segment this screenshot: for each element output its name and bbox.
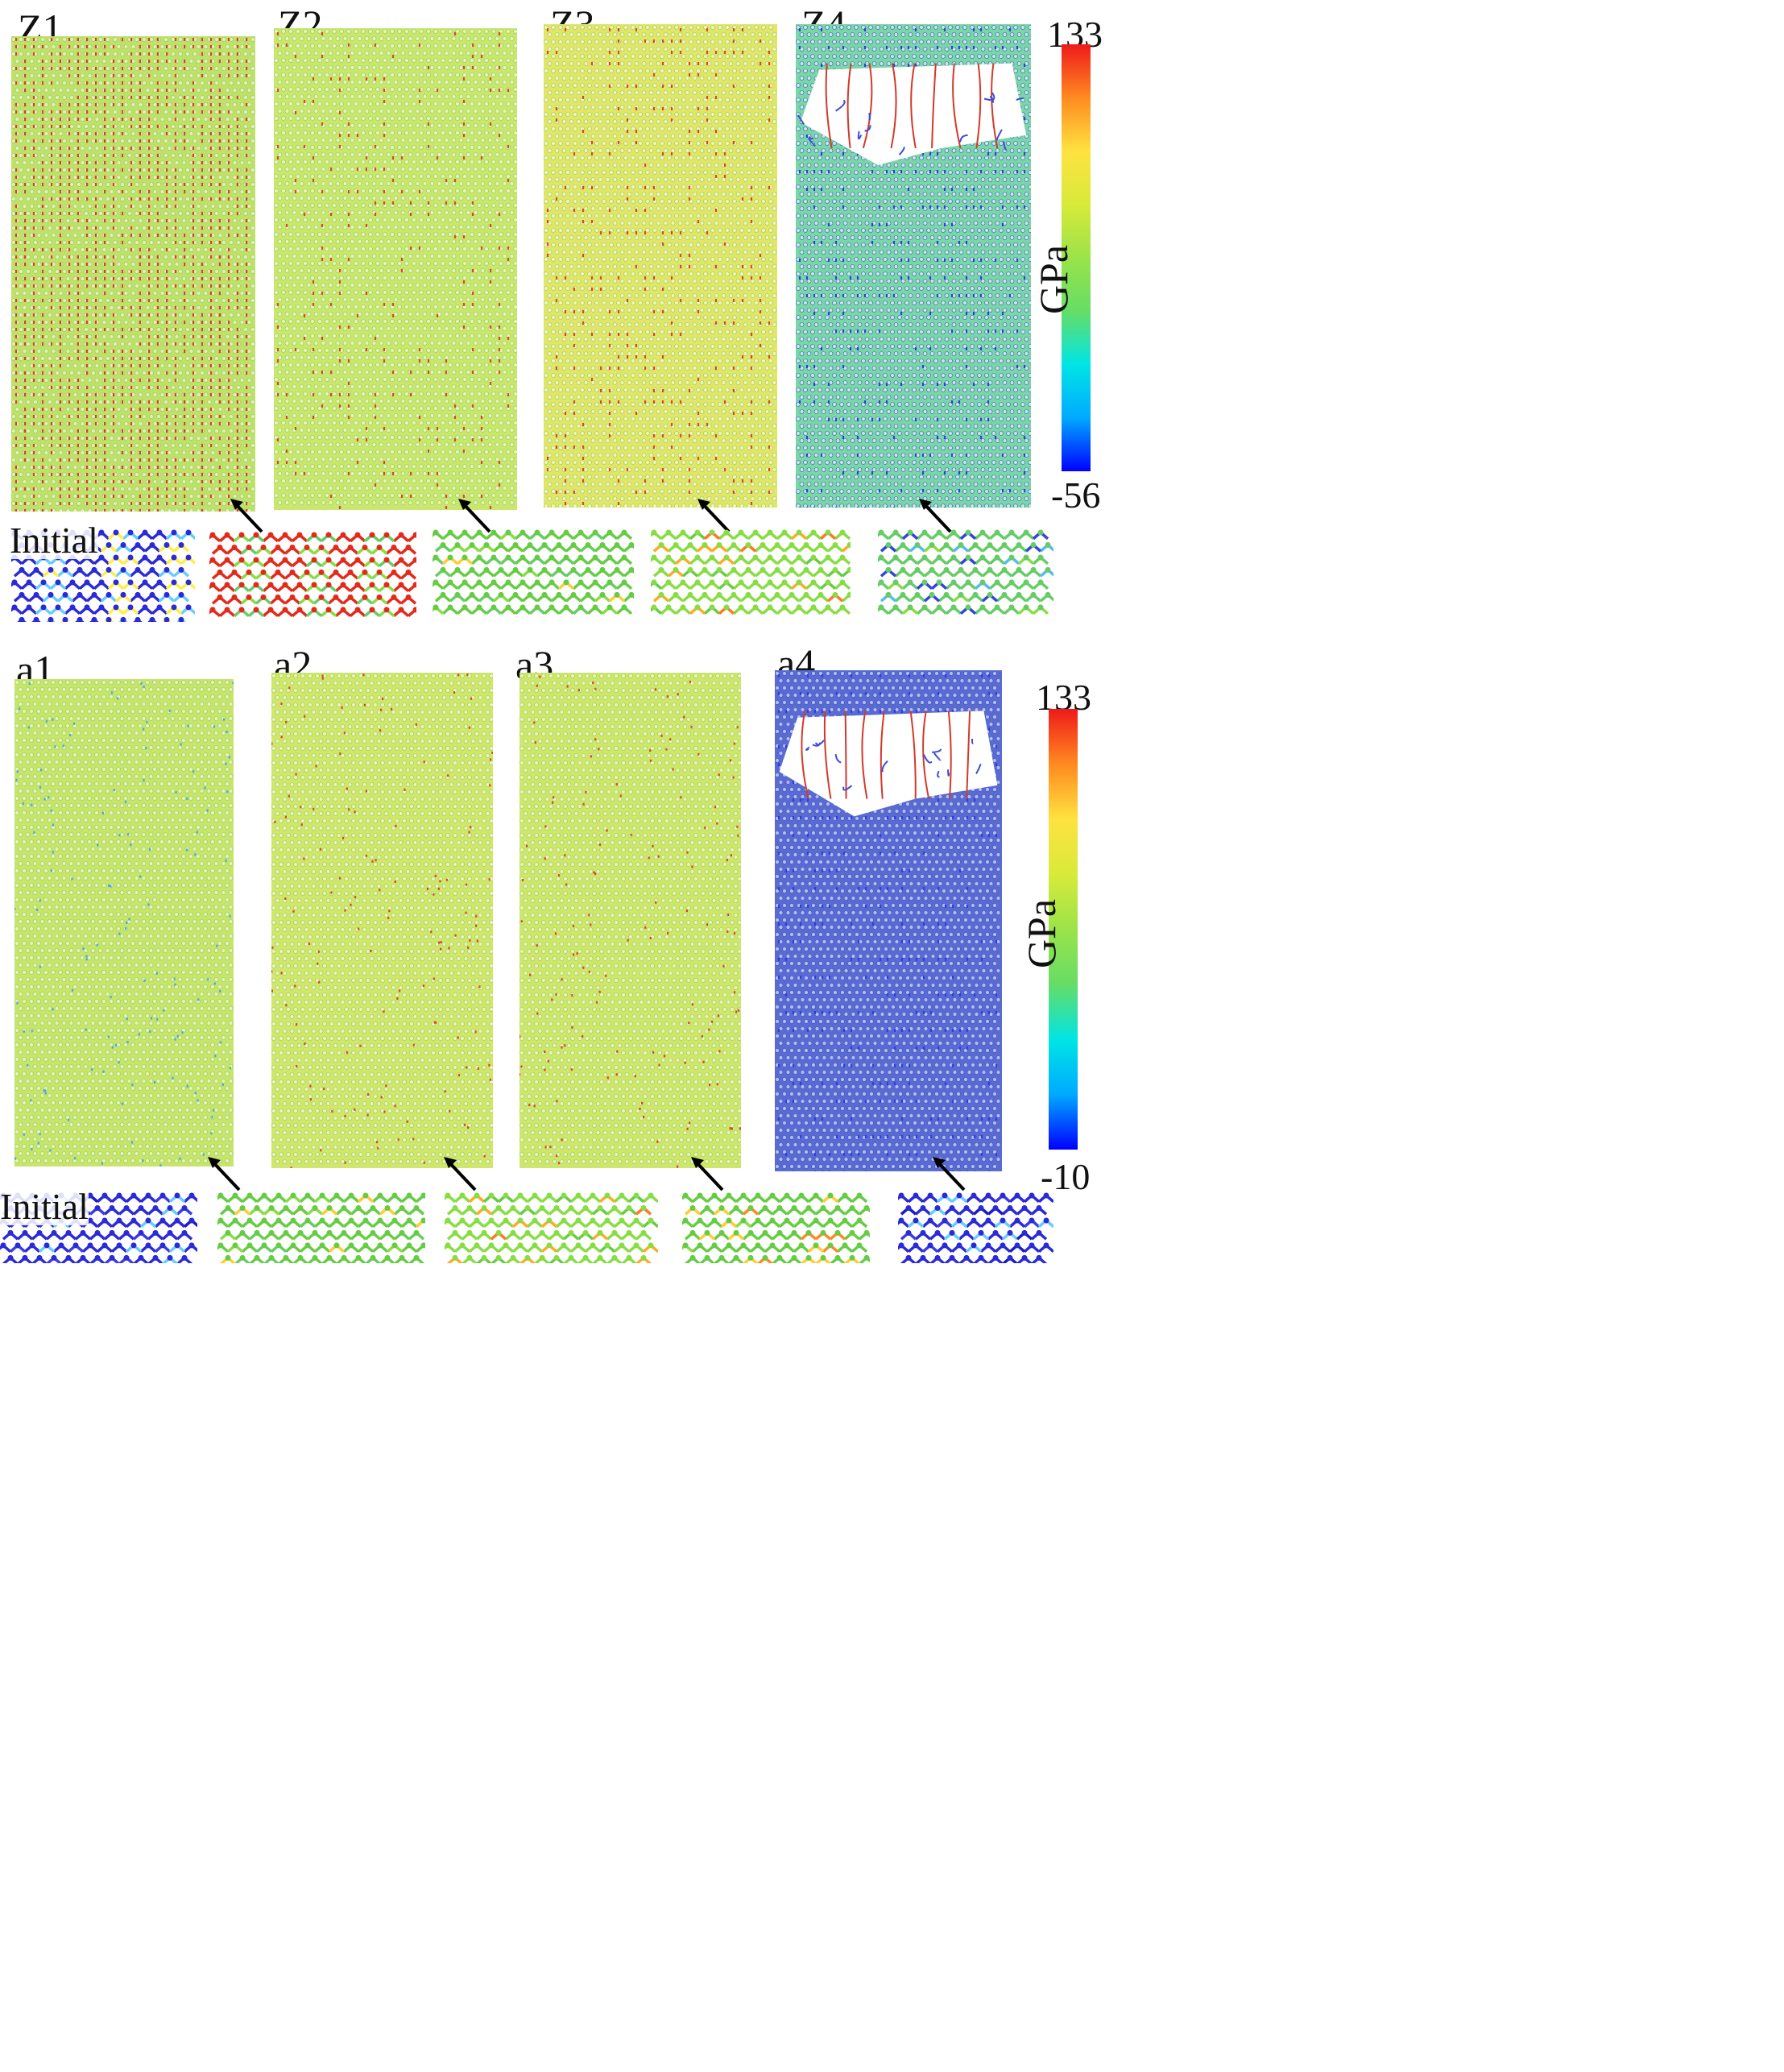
stress-map-z3 (544, 24, 777, 508)
inset-a1 (217, 1191, 425, 1263)
colorbar-unit: GPa (1018, 899, 1065, 968)
stress-map-a4 (775, 670, 1002, 1171)
stress-map-z1 (11, 36, 255, 512)
pointer-arrow (203, 1154, 251, 1194)
pointer-arrow (686, 1154, 735, 1194)
stress-map-a1 (14, 679, 234, 1167)
pointer-arrow (439, 1154, 487, 1194)
colorbar-min: -10 (1041, 1158, 1090, 1196)
inset-label-initial: Initial (0, 1188, 89, 1225)
stress-map-z2 (274, 28, 517, 510)
colorbar-min: -56 (1051, 477, 1100, 514)
inset-z1 (209, 530, 416, 622)
stress-map-a2 (271, 673, 493, 1168)
stress-map-z4 (796, 24, 1031, 508)
inset-z2 (433, 528, 634, 620)
stress-map-a3 (519, 673, 741, 1168)
inset-a4 (898, 1191, 1053, 1263)
inset-z3 (651, 528, 851, 620)
colorbar-unit: GPa (1030, 245, 1077, 314)
inset-label-initial: Initial (10, 522, 98, 559)
inset-a2 (445, 1191, 658, 1263)
inset-z4 (878, 528, 1053, 618)
inset-a3 (682, 1191, 870, 1263)
pointer-arrow (928, 1154, 976, 1194)
